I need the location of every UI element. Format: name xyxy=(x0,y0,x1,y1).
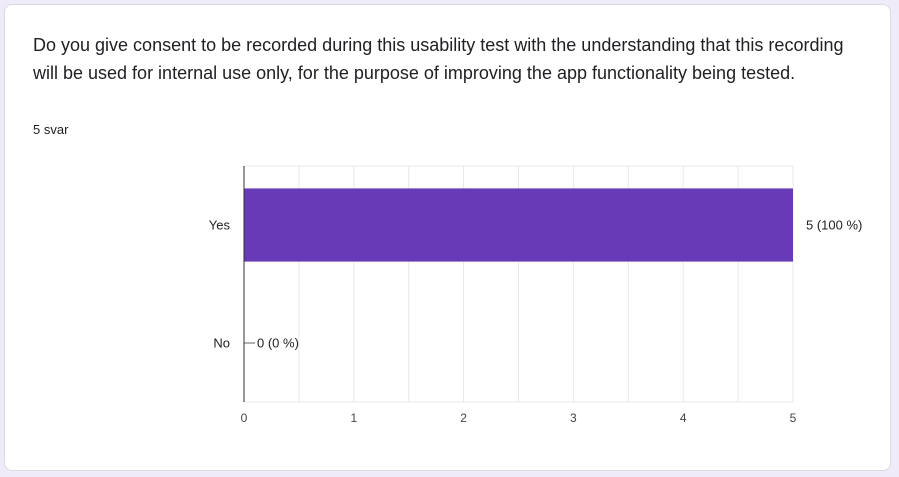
category-label: Yes xyxy=(209,218,231,233)
response-count: 5 svar xyxy=(33,122,69,137)
x-tick-label: 4 xyxy=(680,411,687,425)
x-tick-label: 5 xyxy=(790,411,797,425)
x-tick-label: 2 xyxy=(460,411,467,425)
data-label: 5 (100 %) xyxy=(806,218,862,233)
data-label: 0 (0 %) xyxy=(257,336,299,351)
category-label: No xyxy=(213,336,230,351)
x-tick-label: 3 xyxy=(570,411,577,425)
bar xyxy=(244,188,793,262)
question-title: Do you give consent to be recorded durin… xyxy=(33,35,844,83)
x-tick-label: 0 xyxy=(241,411,248,425)
x-tick-label: 1 xyxy=(350,411,357,425)
